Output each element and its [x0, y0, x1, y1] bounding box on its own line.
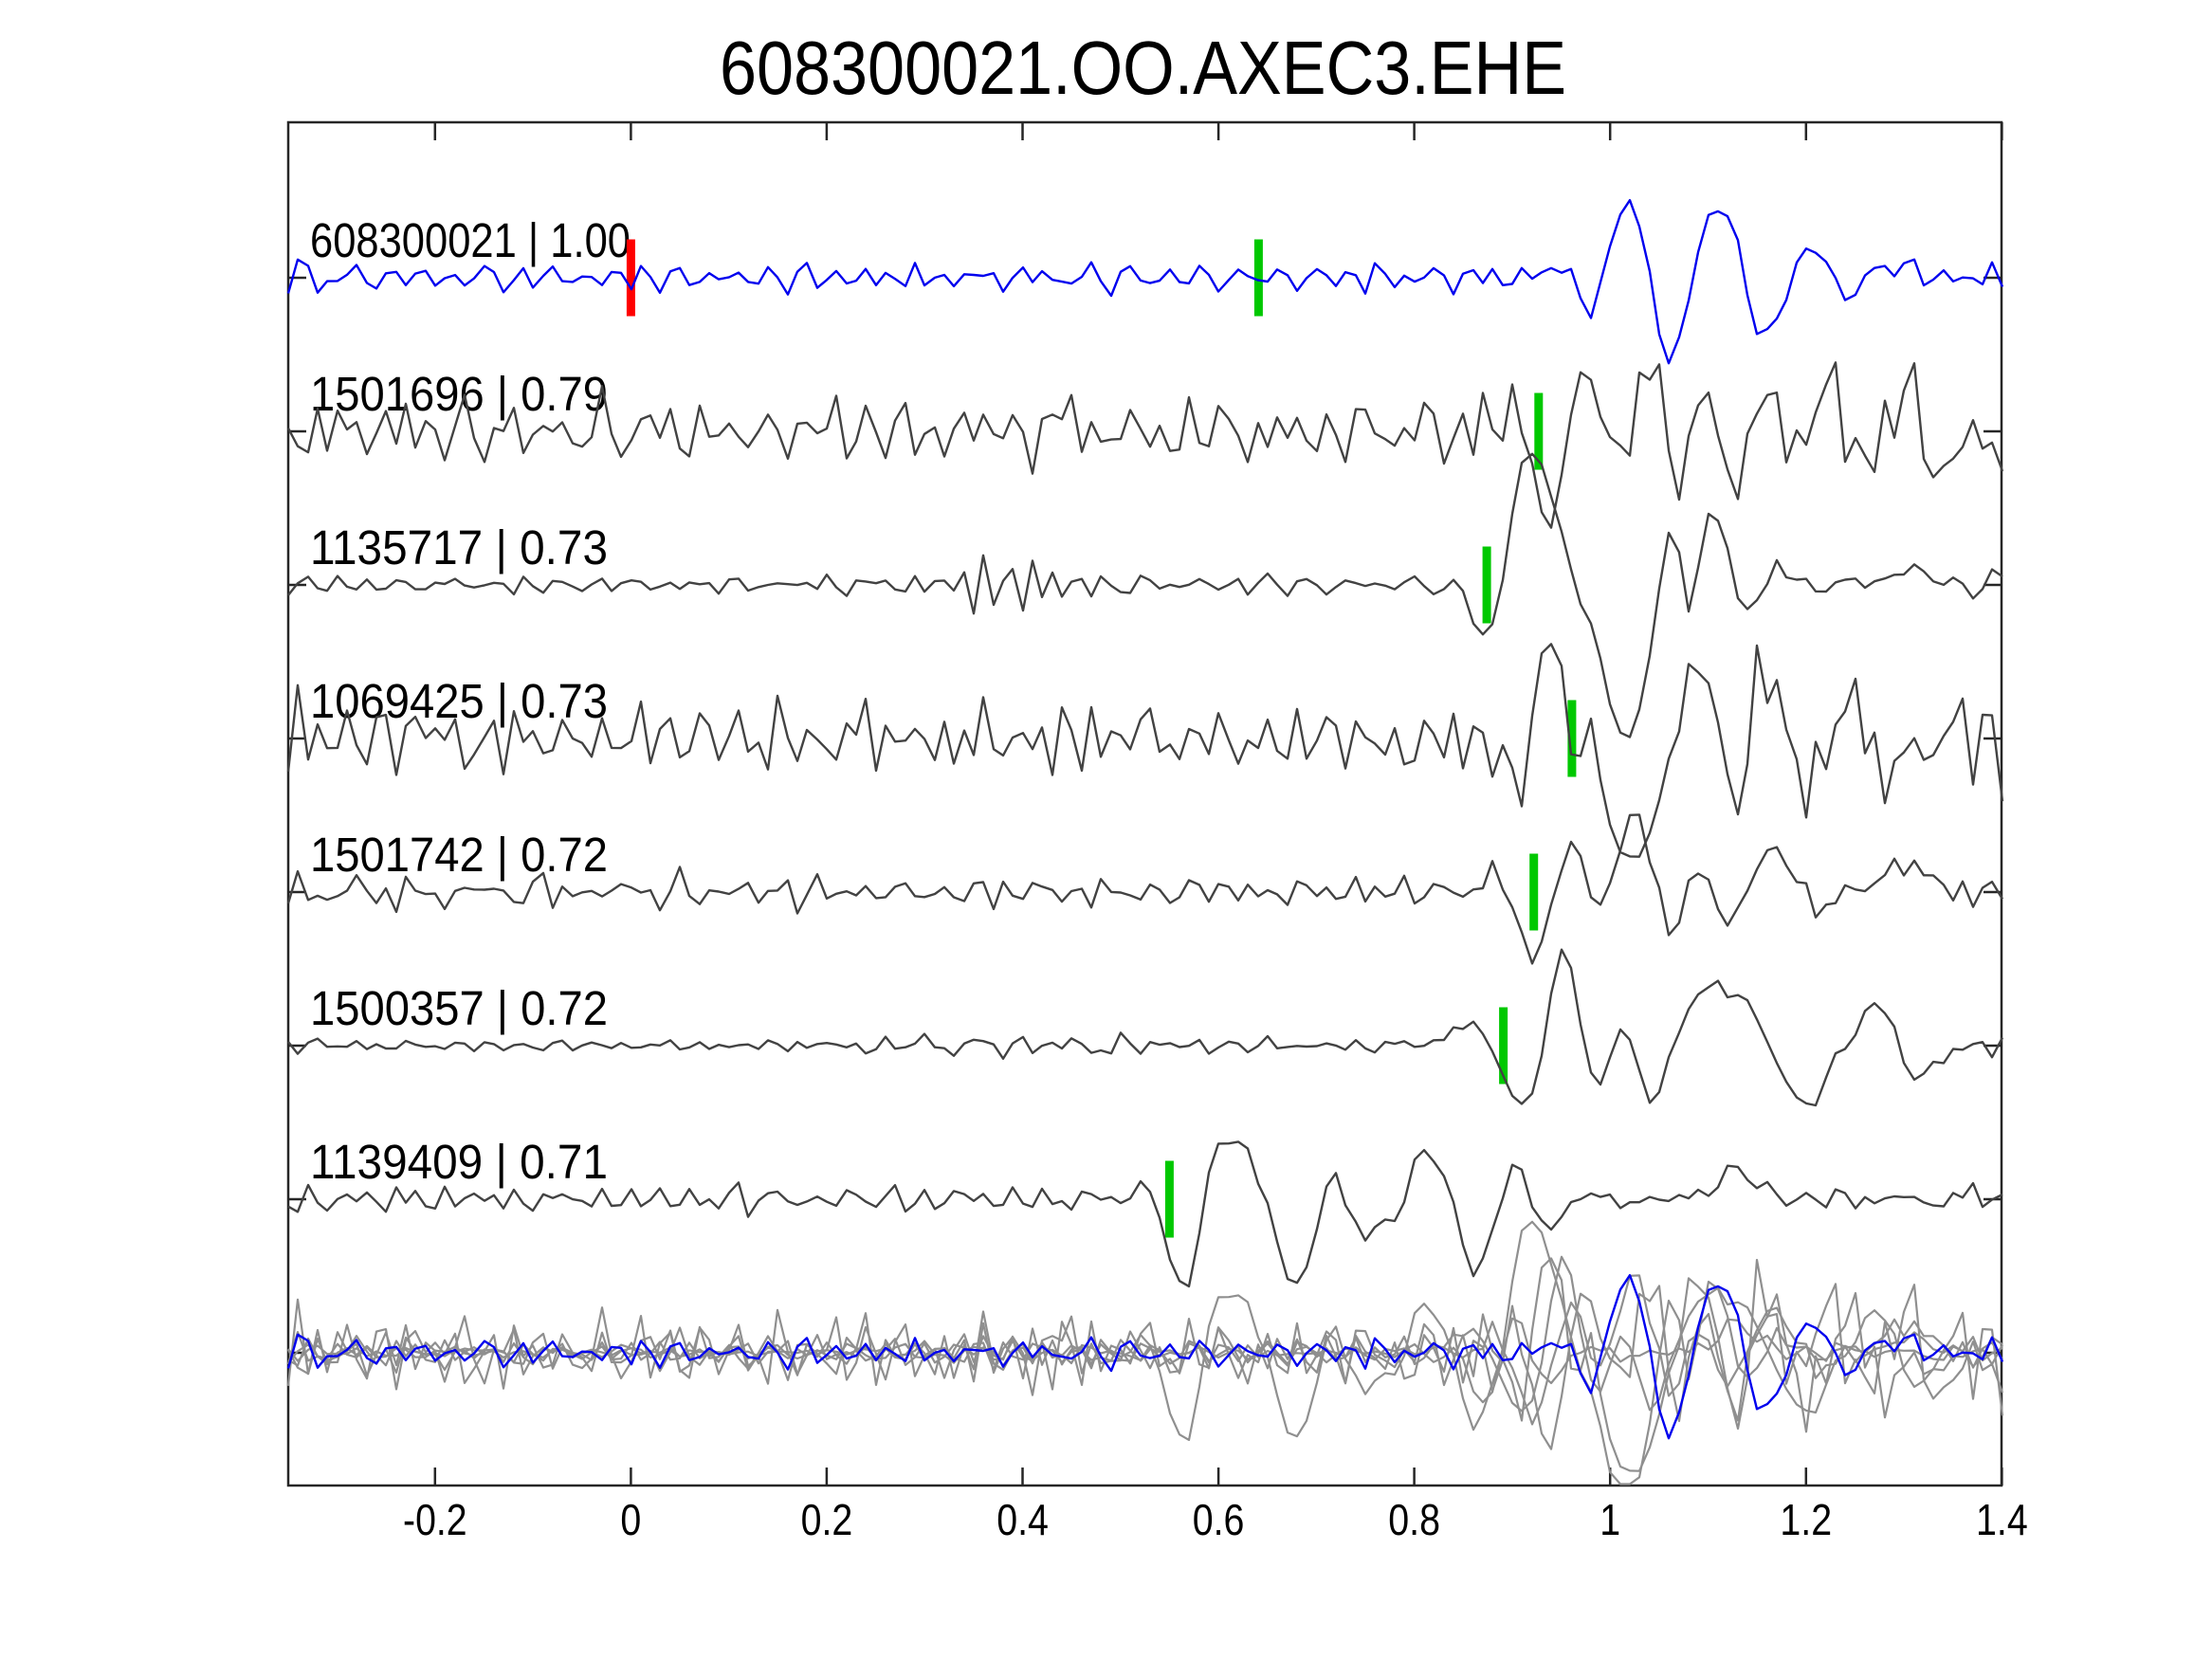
svg-text:1069425 | 0.73: 1069425 | 0.73 — [310, 674, 608, 728]
svg-text:1501742 | 0.72: 1501742 | 0.72 — [310, 828, 608, 882]
svg-text:0.2: 0.2 — [801, 1495, 853, 1544]
svg-text:0.4: 0.4 — [996, 1495, 1049, 1544]
svg-text:0.6: 0.6 — [1193, 1495, 1245, 1544]
svg-text:-0.2: -0.2 — [403, 1495, 467, 1544]
svg-text:0.8: 0.8 — [1388, 1495, 1440, 1544]
svg-text:1.4: 1.4 — [1976, 1495, 2028, 1544]
svg-text:1139409 | 0.71: 1139409 | 0.71 — [310, 1135, 608, 1189]
svg-text:1500357 | 0.72: 1500357 | 0.72 — [310, 981, 608, 1035]
svg-text:1: 1 — [1600, 1495, 1620, 1544]
svg-text:1.2: 1.2 — [1780, 1495, 1832, 1544]
svg-text:608300021.OO.AXEC3.EHE: 608300021.OO.AXEC3.EHE — [720, 26, 1566, 110]
svg-text:608300021 | 1.00: 608300021 | 1.00 — [310, 213, 631, 267]
svg-text:0: 0 — [620, 1495, 641, 1544]
svg-text:1135717 | 0.73: 1135717 | 0.73 — [310, 520, 608, 574]
